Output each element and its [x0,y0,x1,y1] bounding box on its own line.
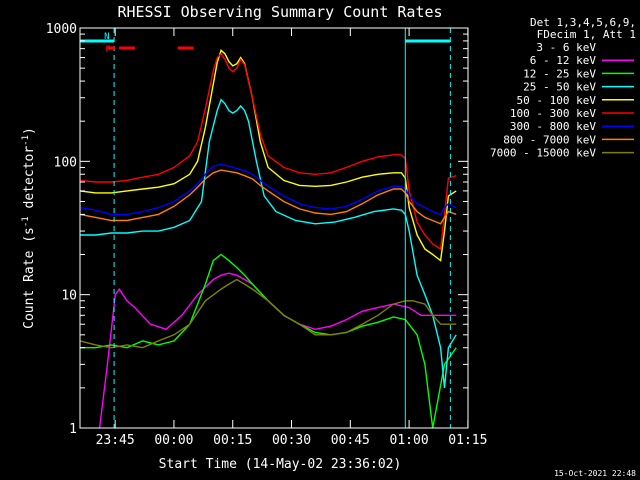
legend: Det 1,3,4,5,6,9, FDecim 1, Att 1 3 - 6 k… [490,16,636,160]
x-tick-label-6: 01:15 [448,433,487,448]
legend-header-line-1: Det 1,3,4,5,6,9, [530,16,636,29]
x-tick-label-3: 00:30 [272,433,311,448]
legend-label-1: 6 - 12 keV [530,54,597,67]
legend-label-2: 12 - 25 keV [523,67,596,80]
legend-label-5: 100 - 300 keV [510,107,596,120]
x-tick-label-4: 00:45 [331,433,370,448]
series-line-0 [157,318,403,429]
y-tick-label-1: 10 [61,289,77,304]
legend-label-3: 25 - 50 keV [523,81,596,94]
y-tick-label-0: 1 [69,422,77,437]
series-line-2 [80,253,457,429]
x-tick-label-0: 23:45 [96,433,135,448]
series-line-8 [79,278,457,349]
y-axis-label: Count Rate (s-1 detector-1) [21,127,37,329]
series-line-6 [79,163,457,216]
plot-series [79,49,457,429]
x-tick-label-1: 00:00 [154,433,193,448]
y-tick-label-3: 1000 [46,22,77,37]
x-axis-label: Start Time (14-May-02 23:36:02) [159,457,402,472]
series-line-7 [79,169,457,225]
y-axis: 1 10 100 1000 [46,22,468,437]
y-tick-label-2: 100 [54,155,77,170]
x-tick-label-2: 00:15 [213,433,252,448]
series-line-4 [79,49,457,262]
series-line-5 [79,52,457,251]
flag-label-3: N [104,32,109,42]
flag-label-0: F [105,45,110,55]
footer-timestamp: 15-Oct-2021 22:48 [554,469,636,478]
legend-label-6: 300 - 800 keV [510,120,596,133]
legend-label-7: 800 - 7000 keV [503,133,596,146]
legend-label-0: 3 - 6 keV [536,41,596,54]
legend-label-8: 7000 - 15000 keV [490,147,596,160]
legend-label-4: 50 - 100 keV [517,94,597,107]
x-tick-label-5: 01:00 [390,433,429,448]
series-line-1 [98,272,457,429]
plot-annotations: FN [80,28,451,428]
series-line-3 [80,98,457,388]
chart-title: RHESSI Observing Summary Count Rates [117,3,442,21]
x-axis: 23:45 00:00 00:15 00:30 00:45 01:00 01:15 [96,28,487,448]
plot-frame [79,27,469,429]
legend-header-line-2: FDecim 1, Att 1 [537,28,636,41]
